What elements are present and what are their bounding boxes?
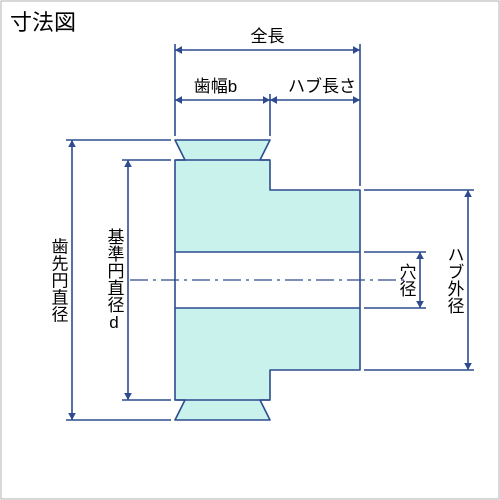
label-tip-diameter: 歯先円直径 (49, 237, 69, 322)
label-pitch-diameter: 基準円直径d (105, 228, 125, 332)
label-hub-od: ハブ外径 (445, 246, 465, 314)
label-hub-length: ハブ長さ (288, 76, 356, 96)
diagram-title: 寸法図 (10, 10, 76, 35)
label-overall-length: 全長 (251, 27, 285, 46)
label-face-width: 歯幅b (194, 77, 237, 96)
label-bore-diameter: 穴径 (397, 263, 417, 297)
